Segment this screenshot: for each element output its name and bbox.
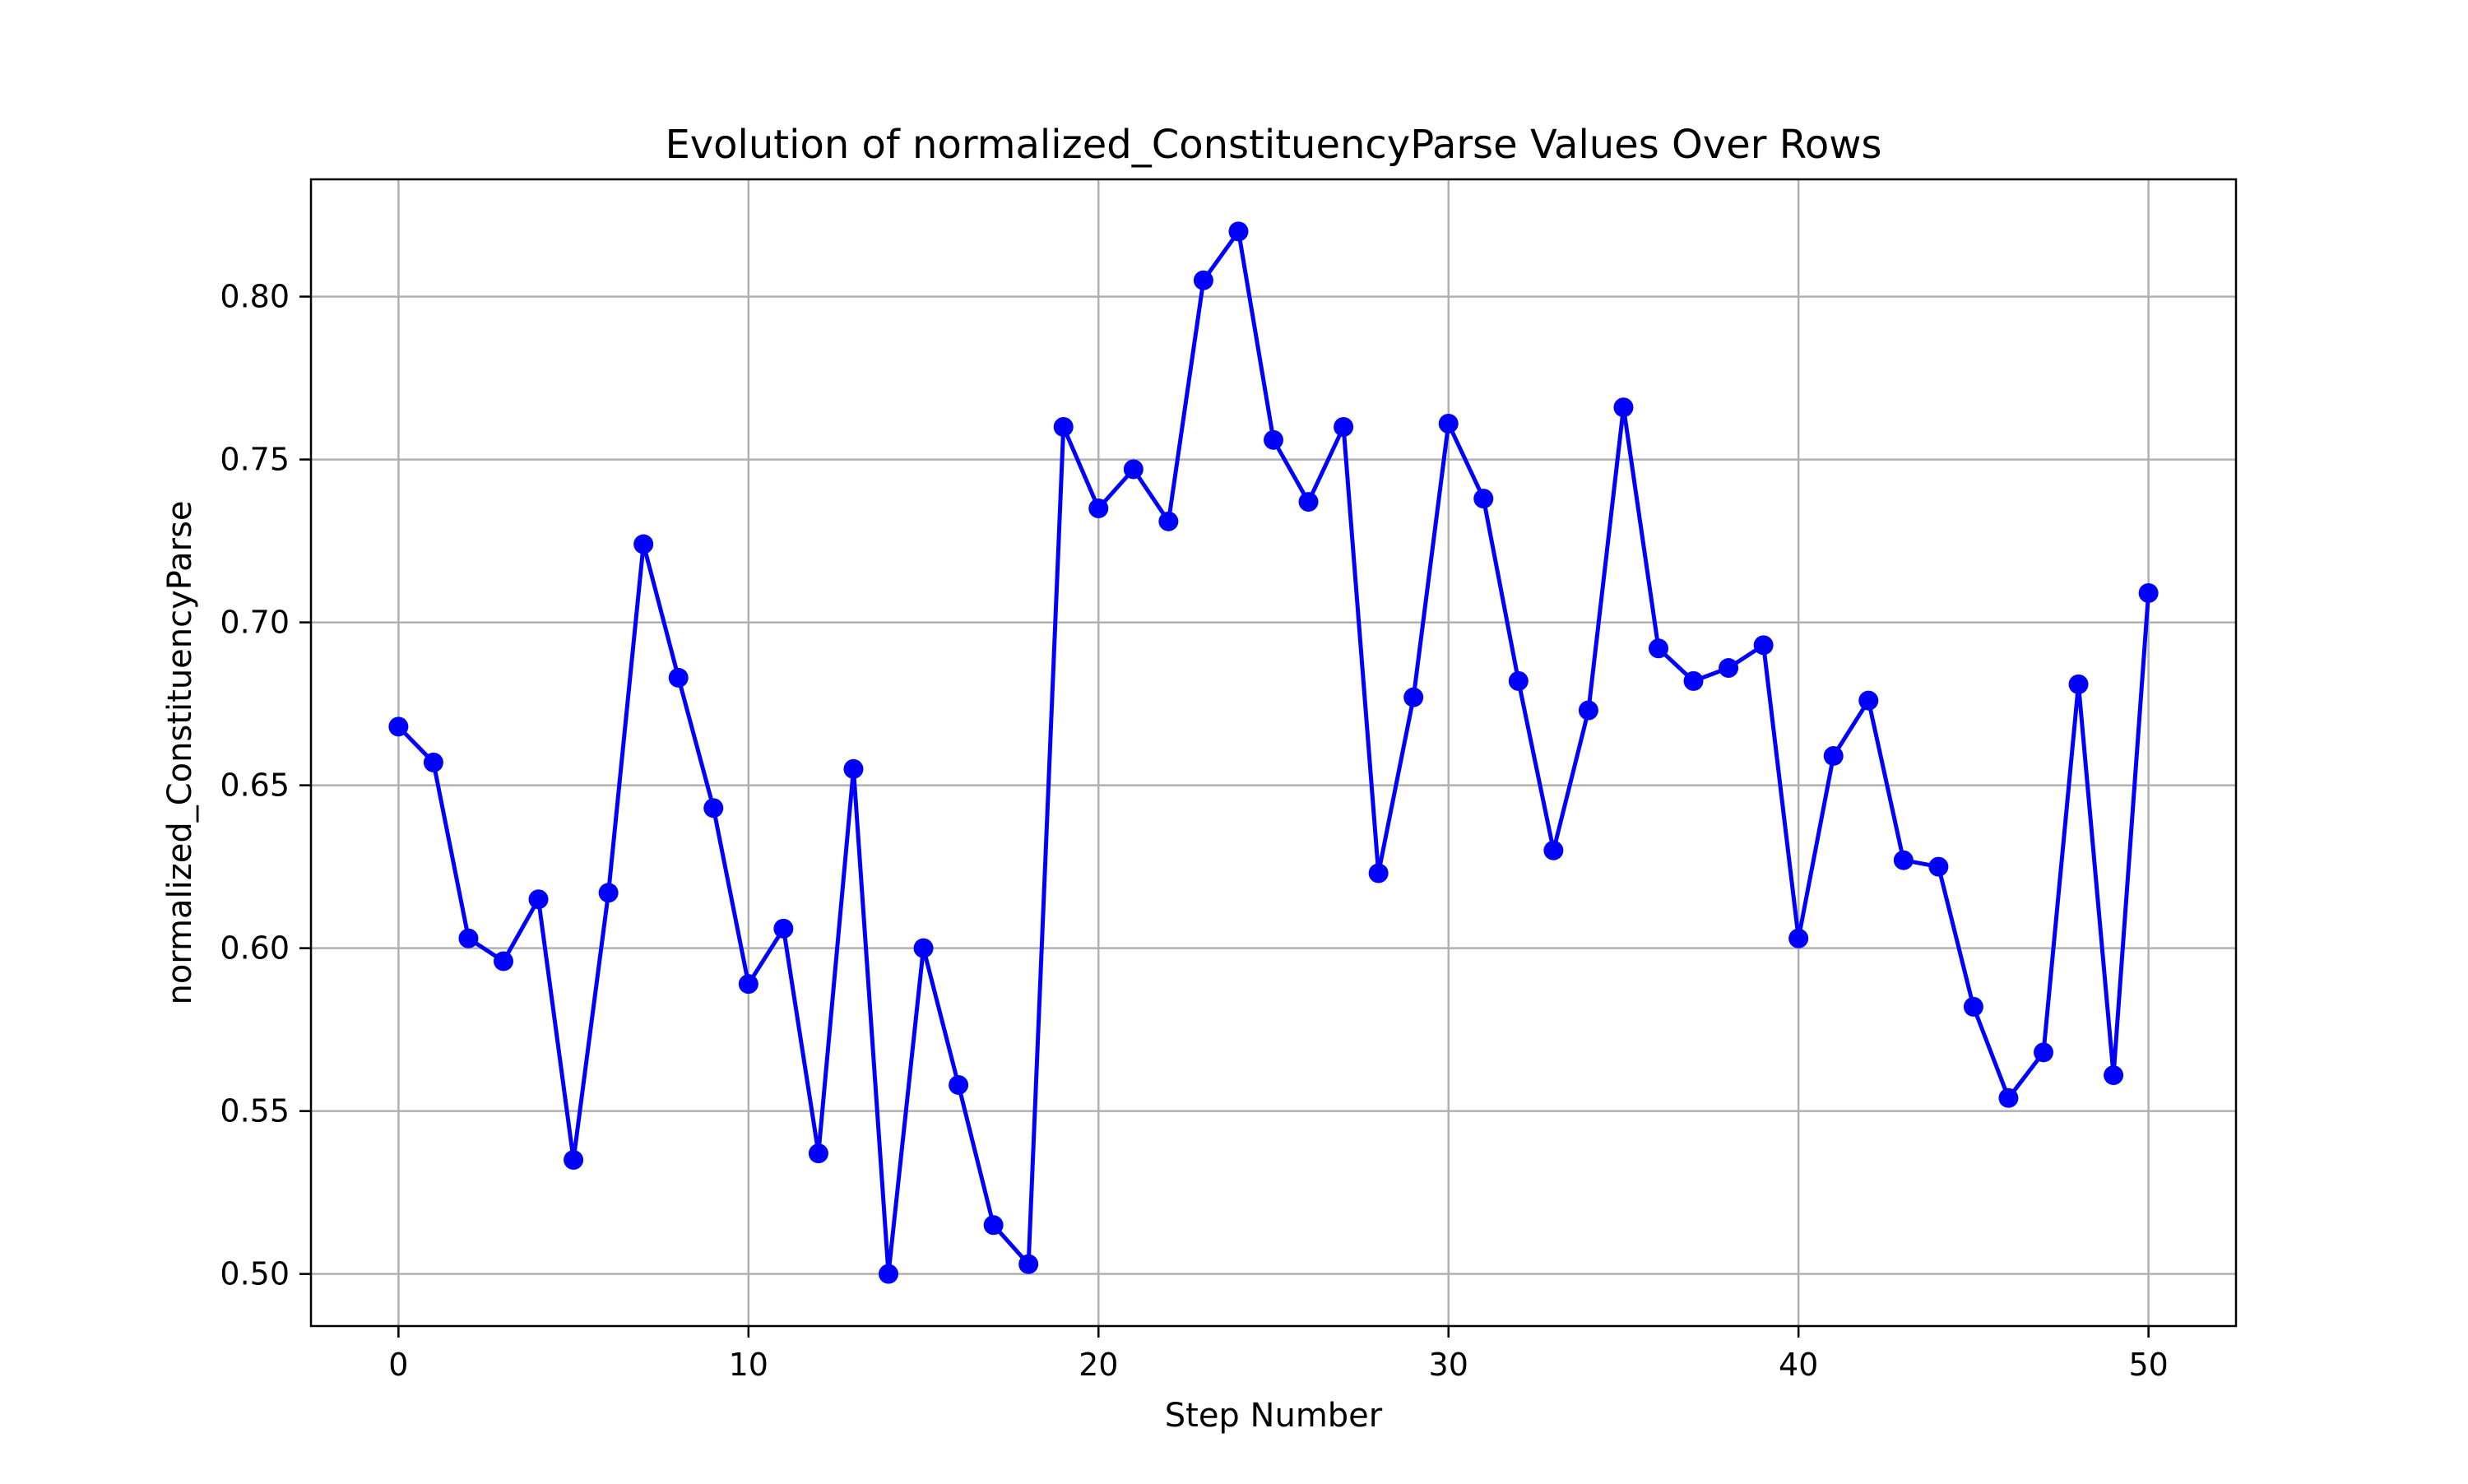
data-point	[1508, 670, 1529, 691]
data-point	[1858, 690, 1879, 711]
data-point	[1403, 687, 1424, 707]
data-point	[564, 1150, 584, 1171]
axis-ticks: 0 10 20 30 40 50 0.50 0.55 0.60 0.65 0.70 0.75 0.80	[220, 279, 2168, 1383]
y-tick-label: 0.60	[220, 930, 290, 967]
data-point	[423, 752, 443, 772]
data-point	[2138, 582, 2159, 603]
data-point	[633, 534, 654, 554]
data-point	[1893, 850, 1914, 870]
data-point	[458, 928, 479, 948]
x-tick-label: 40	[1779, 1347, 1818, 1383]
data-point	[1088, 498, 1109, 518]
data-point	[843, 758, 864, 779]
data-point	[1193, 270, 1213, 290]
y-tick-label: 0.80	[220, 279, 290, 315]
y-tick-label: 0.65	[220, 768, 290, 804]
data-point	[1788, 928, 1809, 948]
data-point	[1928, 856, 1949, 877]
x-tick-label: 0	[388, 1347, 408, 1383]
data-point	[1683, 670, 1704, 691]
data-point	[1613, 397, 1634, 418]
data-point	[703, 798, 724, 819]
y-tick-label: 0.70	[220, 605, 290, 641]
data-point	[983, 1215, 1004, 1236]
data-point	[1123, 459, 1144, 480]
data-point	[773, 918, 794, 939]
data-point	[2104, 1065, 2124, 1086]
data-point	[494, 951, 513, 972]
y-tick-label: 0.55	[220, 1093, 290, 1129]
data-point	[1018, 1254, 1039, 1274]
x-tick-label: 10	[729, 1347, 768, 1383]
data-point	[1158, 511, 1179, 531]
data-point	[1438, 414, 1459, 434]
chart-title: Evolution of normalized_ConstituencyPars…	[665, 122, 1881, 168]
series-layer	[388, 221, 2159, 1284]
data-point	[1334, 416, 1354, 437]
y-axis-label: normalized_ConstituencyParse	[161, 500, 199, 1004]
data-point	[2034, 1042, 2053, 1063]
data-point	[1719, 658, 1739, 679]
data-point	[1543, 840, 1564, 860]
data-point	[2068, 674, 2089, 694]
data-point	[1264, 429, 1283, 450]
data-point	[949, 1074, 969, 1095]
x-axis-label: Step Number	[1165, 1397, 1383, 1435]
data-point	[1473, 489, 1494, 509]
data-point	[668, 667, 689, 688]
data-point	[738, 974, 758, 995]
data-point	[1998, 1087, 2019, 1108]
data-point	[1578, 700, 1598, 721]
data-point	[1368, 863, 1389, 883]
plot-frame	[309, 178, 2238, 1328]
data-point	[1053, 416, 1074, 437]
data-point	[1298, 492, 1319, 512]
data-point	[1753, 635, 1774, 656]
grid-lines	[311, 179, 2236, 1326]
data-point	[528, 889, 549, 910]
data-point	[913, 938, 934, 958]
y-tick-label: 0.75	[220, 442, 290, 478]
data-point	[1823, 745, 1844, 766]
data-point	[598, 883, 619, 903]
data-point	[879, 1264, 898, 1284]
x-tick-label: 50	[2128, 1347, 2168, 1383]
data-point	[1228, 221, 1249, 242]
x-tick-label: 30	[1429, 1347, 1468, 1383]
data-point	[1649, 638, 1668, 659]
data-point	[1963, 996, 1983, 1017]
data-point	[808, 1143, 828, 1164]
y-tick-label: 0.50	[220, 1256, 290, 1292]
x-tick-label: 20	[1079, 1347, 1118, 1383]
data-point	[388, 716, 409, 737]
